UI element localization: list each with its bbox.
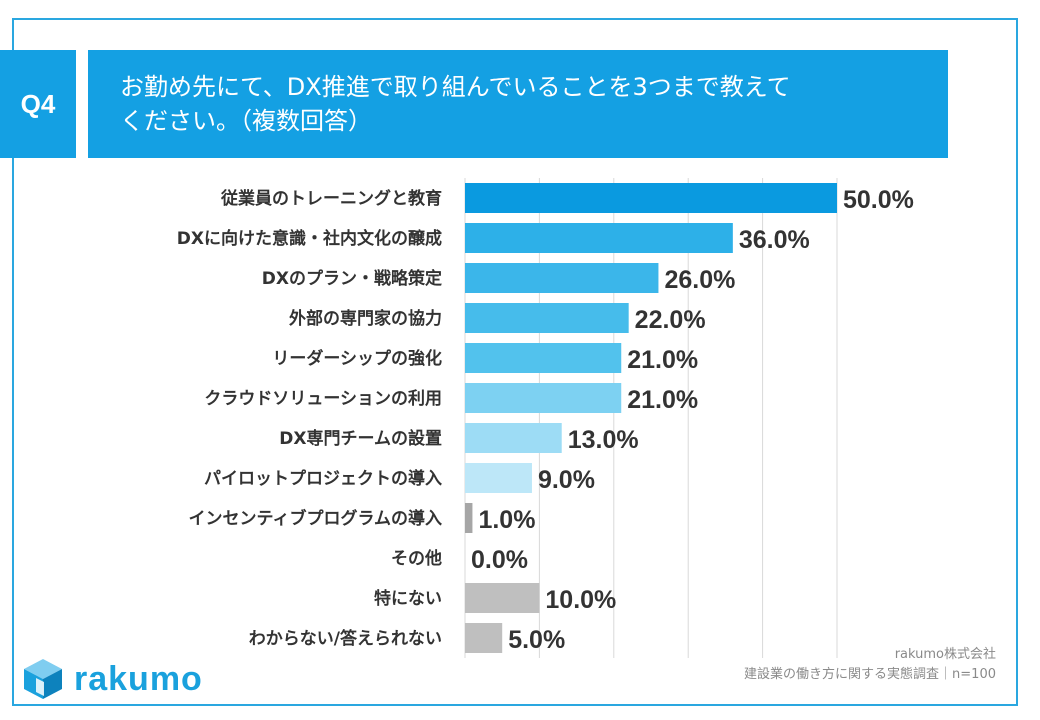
rakumo-logo: rakumo [20,656,203,702]
value-label: 13.0% [568,426,639,454]
survey-info: 建設業の働き方に関する実態調査｜n=100 [744,667,996,682]
bar [465,503,473,533]
value-label: 21.0% [627,346,698,374]
value-label: 26.0% [664,266,735,294]
question-box: お勤め先にて、DX推進で取り組んでいることを3つまで教えて ください。（複数回答… [88,50,948,158]
bar [465,383,622,413]
question-text-line-2: ください。（複数回答） [120,107,372,135]
category-label: クラウドソリューションの利用 [204,388,442,409]
bar [465,183,837,213]
category-label: 特にない [374,588,442,609]
category-label: パイロットプロジェクトの導入 [204,468,442,489]
chart-frame [12,18,1018,706]
source-note: rakumo株式会社 建設業の働き方に関する実態調査｜n=100 [744,645,996,685]
category-label: DXに向けた意識・社内文化の醸成 [177,228,442,249]
bar [465,303,629,333]
value-label: 1.0% [478,506,535,534]
question-number: Q4 [20,88,56,119]
bar [465,223,733,253]
value-label: 10.0% [545,586,616,614]
company-name: rakumo株式会社 [894,647,996,662]
category-label: わからない/答えられない [249,628,442,649]
value-label: 21.0% [627,386,698,414]
cube-icon [24,659,62,699]
value-label: 9.0% [538,466,595,494]
value-label: 0.0% [471,546,528,574]
logo-text: rakumo [74,659,203,698]
bar [465,343,622,373]
question-text-line-1: お勤め先にて、DX推進で取り組んでいることを3つまで教えて [120,73,791,101]
category-label: 従業員のトレーニングと教育 [220,188,442,209]
value-label: 50.0% [843,186,914,214]
bar [465,623,503,653]
bar [465,583,540,613]
value-label: 5.0% [508,626,565,654]
category-label: その他 [391,548,442,569]
question-number-badge: Q4 [0,50,76,158]
category-label: 外部の専門家の協力 [289,308,442,329]
bar [465,463,532,493]
category-label: リーダーシップの強化 [272,348,442,369]
category-label: インセンティブプログラムの導入 [189,508,442,529]
value-label: 36.0% [739,226,810,254]
value-label: 22.0% [635,306,706,334]
bar [465,263,659,293]
category-label: DXのプラン・戦略策定 [262,268,442,289]
category-label: DX専門チームの設置 [279,428,442,449]
bar [465,423,562,453]
